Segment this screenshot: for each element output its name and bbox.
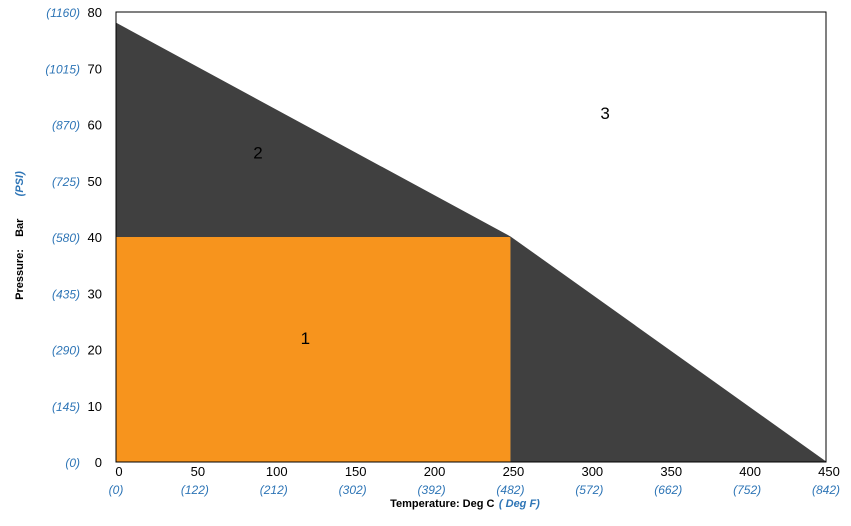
x-tick-label: 300	[581, 464, 603, 479]
x-tick-label: 250	[503, 464, 525, 479]
y-tick-label-alt: (290)	[52, 344, 80, 358]
plot-frame	[115, 11, 827, 463]
region-3-label: 3	[600, 104, 609, 123]
y-axis-title-primary: Pressure: Bar	[14, 218, 26, 300]
region-3-area	[116, 12, 826, 462]
x-tick-label-alt: (662)	[654, 483, 682, 497]
axis-ticks: 0(0)50(122)100(212)150(302)200(392)250(4…	[45, 5, 840, 497]
y-tick-label: 0	[95, 455, 102, 470]
x-tick-label: 200	[424, 464, 446, 479]
y-tick-label: 30	[88, 286, 102, 301]
x-tick-label-alt: (302)	[339, 483, 367, 497]
x-tick-label-alt: (122)	[181, 483, 209, 497]
y-axis-title-alt: (PSI)	[14, 171, 26, 196]
region-2-label: 2	[253, 143, 262, 162]
y-tick-label: 60	[88, 118, 102, 133]
y-tick-label: 50	[88, 174, 102, 189]
region-1-area	[116, 237, 511, 462]
y-tick-label-alt: (145)	[52, 400, 80, 414]
x-tick-label-alt: (212)	[260, 483, 288, 497]
x-tick-label: 450	[818, 464, 840, 479]
y-tick-label-alt: (1015)	[45, 62, 80, 76]
y-tick-label: 20	[88, 343, 102, 358]
x-tick-label: 0	[115, 464, 122, 479]
y-tick-label: 10	[88, 399, 102, 414]
x-tick-label: 100	[266, 464, 288, 479]
x-tick-label-alt: (0)	[109, 483, 124, 497]
region-labels: 1 2 3	[253, 104, 610, 348]
x-axis-title: Temperature: Deg C ( Deg F)	[390, 494, 540, 511]
region-2-area	[116, 23, 826, 462]
y-tick-label: 80	[88, 5, 102, 20]
x-tick-label: 150	[345, 464, 367, 479]
y-tick-label-alt: (870)	[52, 119, 80, 133]
x-tick-label: 50	[191, 464, 205, 479]
y-tick-label-alt: (435)	[52, 287, 80, 301]
x-axis-title-alt: ( Deg F)	[499, 498, 540, 510]
x-tick-label: 400	[739, 464, 761, 479]
x-tick-label-alt: (482)	[496, 483, 524, 497]
y-tick-label-alt: (725)	[52, 175, 80, 189]
x-tick-label-alt: (752)	[733, 483, 761, 497]
chart-regions	[115, 12, 827, 463]
x-tick-label-alt: (572)	[575, 483, 603, 497]
x-tick-label: 350	[660, 464, 682, 479]
y-tick-label-alt: (1160)	[46, 6, 80, 20]
x-axis-title-primary: Temperature: Deg C	[390, 498, 494, 510]
region-1-label: 1	[301, 329, 310, 348]
y-axis-title: Pressure: Bar (PSI)	[10, 158, 27, 322]
boundary-line	[115, 22, 827, 463]
x-tick-label-alt: (842)	[812, 483, 840, 497]
y-tick-label-alt: (0)	[65, 456, 80, 470]
x-tick-label-alt: (392)	[418, 483, 446, 497]
y-tick-label: 70	[88, 61, 102, 76]
y-tick-label-alt: (580)	[52, 231, 80, 245]
y-tick-label: 40	[88, 230, 102, 245]
